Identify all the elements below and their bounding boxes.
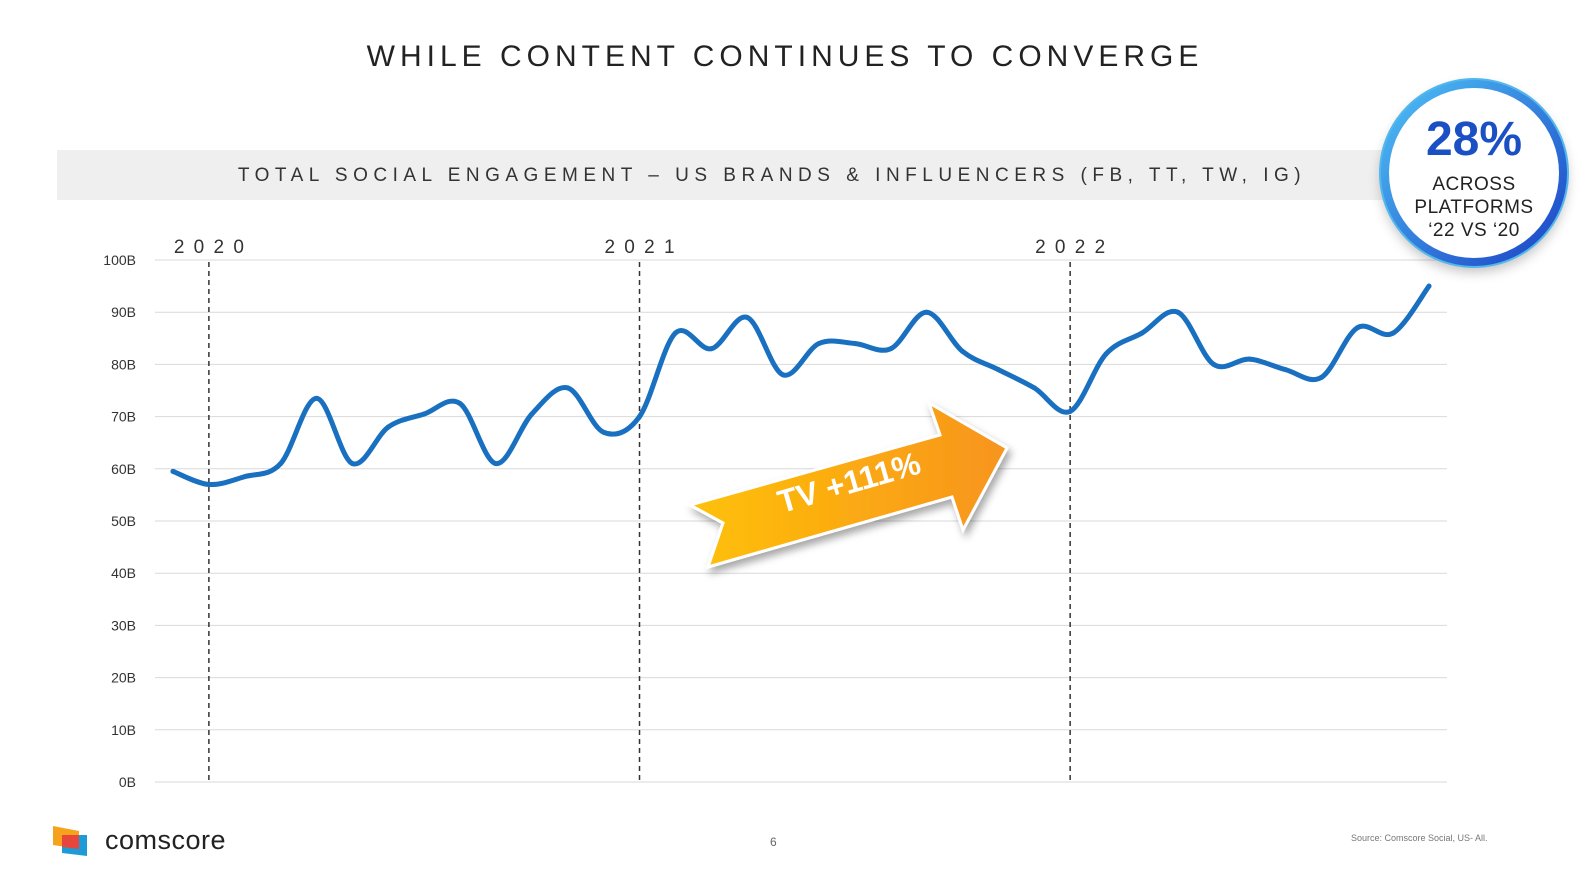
data-point xyxy=(349,461,355,467)
y-tick-label: 90B xyxy=(111,304,136,320)
data-point xyxy=(206,481,212,487)
y-tick-label: 40B xyxy=(111,565,136,581)
data-point xyxy=(457,401,463,407)
chart-title: TOTAL SOCIAL ENGAGEMENT – US BRANDS & IN… xyxy=(237,165,1307,186)
data-point xyxy=(708,346,714,352)
growth-badge: 28% ACROSS PLATFORMS ‘22 VS ‘20 xyxy=(1381,80,1567,266)
data-point xyxy=(242,474,248,480)
data-point xyxy=(1031,385,1037,391)
data-point xyxy=(816,341,822,347)
y-tick-label: 60B xyxy=(111,461,136,477)
series-line-total-engagement xyxy=(170,283,1432,488)
y-tick-label: 70B xyxy=(111,409,136,425)
data-point xyxy=(1139,330,1145,336)
comscore-logo-icon xyxy=(53,826,87,856)
data-point xyxy=(1211,361,1217,367)
y-tick-label: 100B xyxy=(103,252,136,268)
data-point xyxy=(1354,325,1360,331)
y-tick-label: 80B xyxy=(111,356,136,372)
badge-percent: 28% xyxy=(1425,113,1523,166)
data-point xyxy=(421,411,427,417)
comscore-logo-text: comscore xyxy=(105,825,227,855)
year-label: 2 0 2 2 xyxy=(1035,237,1107,258)
y-tick-label: 20B xyxy=(111,670,136,686)
data-point xyxy=(493,461,499,467)
data-point xyxy=(314,395,320,401)
data-point xyxy=(385,424,391,430)
data-point xyxy=(637,414,643,420)
year-label: 2 0 2 1 xyxy=(604,237,676,258)
data-point xyxy=(672,330,678,336)
data-point xyxy=(924,309,930,315)
growth-arrow: TV +111% xyxy=(686,399,1010,570)
y-tick-label: 30B xyxy=(111,617,136,633)
data-point xyxy=(278,461,284,467)
page-number: 6 xyxy=(770,835,777,849)
data-point xyxy=(170,468,176,474)
data-point xyxy=(1318,374,1324,380)
data-point xyxy=(1282,367,1288,373)
slide-title: WHILE CONTENT CONTINUES TO CONVERGE xyxy=(366,40,1204,73)
data-point xyxy=(1426,283,1432,289)
badge-line-2: PLATFORMS xyxy=(1414,197,1534,218)
data-point xyxy=(565,385,571,391)
badge-line-3: ‘22 VS ‘20 xyxy=(1428,220,1520,241)
y-tick-label: 50B xyxy=(111,513,136,529)
y-tick-label: 0B xyxy=(119,774,136,790)
data-point xyxy=(744,314,750,320)
data-point xyxy=(601,429,607,435)
data-point xyxy=(852,341,858,347)
year-label: 2 0 2 0 xyxy=(174,237,246,258)
data-point xyxy=(780,372,786,378)
data-point xyxy=(1390,330,1396,336)
comscore-logo: comscore xyxy=(53,823,253,859)
data-point xyxy=(1103,351,1109,357)
data-point xyxy=(529,411,535,417)
data-point xyxy=(1175,309,1181,315)
chart-subtitle-band xyxy=(57,150,1387,200)
y-tick-label: 10B xyxy=(111,722,136,738)
data-point xyxy=(888,346,894,352)
badge-line-1: ACROSS xyxy=(1432,174,1516,195)
source-note: Source: Comscore Social, US- All. xyxy=(1351,833,1488,843)
data-point xyxy=(1067,408,1073,414)
data-point xyxy=(959,348,965,354)
growth-arrow-shape xyxy=(686,399,1010,570)
data-point xyxy=(1247,356,1253,362)
data-point xyxy=(995,367,1001,373)
